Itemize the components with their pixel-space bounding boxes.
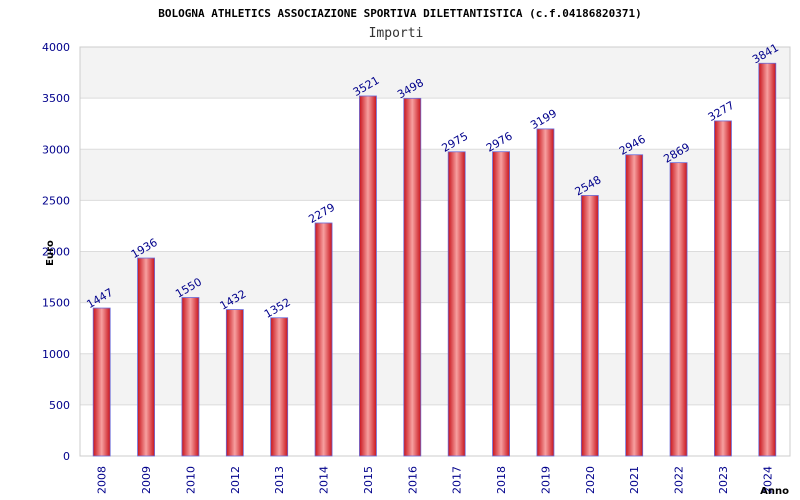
- bar: [403, 97, 422, 457]
- x-tick-label: 2012: [229, 466, 242, 494]
- y-tick-label: 4000: [42, 41, 70, 54]
- x-tick-label: 2015: [362, 466, 375, 494]
- bar: [92, 307, 111, 457]
- x-tick-label: 2019: [539, 466, 552, 494]
- x-tick-label: 2023: [717, 466, 730, 494]
- bars: [92, 62, 777, 457]
- x-tick-label: 2021: [628, 466, 641, 494]
- x-axis-label: Anno: [760, 486, 789, 497]
- bar: [580, 195, 599, 457]
- bar: [758, 62, 777, 457]
- y-tick-label: 1500: [42, 297, 70, 310]
- bar: [137, 257, 155, 457]
- bar: [314, 222, 333, 457]
- bar: [225, 309, 244, 457]
- y-tick-label: 2500: [42, 194, 70, 207]
- x-tick-label: 2008: [96, 466, 109, 494]
- x-tick-label: 2024: [761, 466, 774, 494]
- data-label: 3277: [706, 99, 737, 124]
- bar: [536, 128, 555, 457]
- x-tick-label: 2010: [184, 466, 197, 494]
- plot-area: [79, 46, 791, 457]
- x-tick-label: 2018: [495, 466, 508, 494]
- y-tick-label: 500: [49, 399, 70, 412]
- y-tick-label: 3500: [42, 92, 70, 105]
- x-tick-label: 2016: [406, 466, 419, 494]
- y-tick-label: 3000: [42, 143, 70, 156]
- bar: [714, 120, 732, 457]
- y-tick-label: 0: [63, 450, 70, 463]
- grid-band: [80, 47, 790, 99]
- chart-title: BOLOGNA ATHLETICS ASSOCIAZIONE SPORTIVA …: [158, 7, 641, 20]
- x-tick-label: 2020: [584, 466, 597, 494]
- y-tick-label: 2000: [42, 246, 70, 259]
- x-tick-label: 2022: [673, 466, 686, 494]
- x-tick-label: 2017: [451, 466, 464, 494]
- data-label: 3199: [528, 107, 559, 132]
- x-tick-label: 2014: [318, 466, 331, 494]
- bar: [359, 95, 377, 457]
- x-tick-labels: 2008 2009 2010 2012 2013 2014 2015 2016 2017 2018…: [96, 466, 775, 494]
- y-axis-label: Euro: [45, 240, 56, 266]
- bar: [669, 162, 688, 457]
- bar: [270, 317, 289, 457]
- y-tick-labels: 0 500 1000 1500 2000 2500 3000 3500 4000: [42, 41, 70, 463]
- data-label: 2279: [306, 201, 337, 226]
- x-tick-label: 2013: [273, 466, 286, 494]
- chart-subtitle: Importi: [369, 26, 424, 41]
- bar: [181, 297, 200, 457]
- bar: [625, 154, 644, 457]
- x-tick-label: 2009: [140, 466, 153, 494]
- bar: [492, 151, 510, 457]
- y-tick-label: 1000: [42, 348, 70, 361]
- bar: [447, 151, 466, 457]
